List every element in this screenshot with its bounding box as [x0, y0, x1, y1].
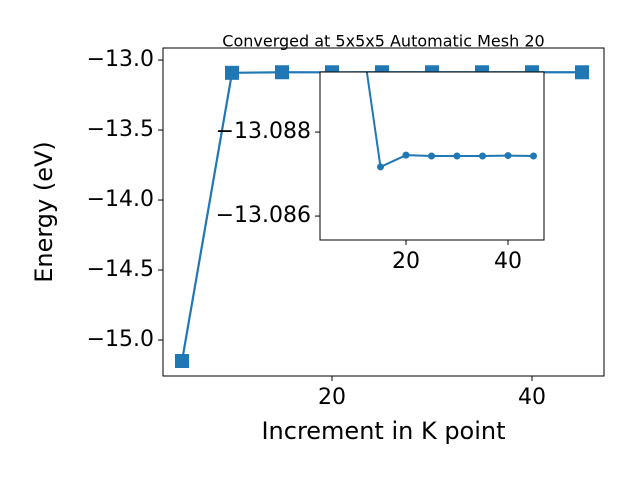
series-group — [365, 72, 537, 171]
marker — [453, 152, 461, 160]
x-tick-label: 40 — [494, 249, 522, 274]
marker — [529, 152, 537, 160]
marker — [175, 354, 189, 369]
marker — [575, 65, 589, 80]
y-tick-label: −13.0 — [87, 47, 154, 72]
y-tick-label: −13.5 — [87, 117, 154, 142]
x-axis-label: Increment in K point — [261, 417, 505, 445]
marker — [376, 163, 384, 171]
x-tick-label: 20 — [392, 249, 420, 274]
marker — [478, 152, 486, 160]
y-tick-label: −14.5 — [87, 257, 154, 282]
marker — [275, 65, 289, 80]
y-tick-label: −13.086 — [216, 203, 311, 228]
marker — [225, 65, 239, 80]
marker — [427, 152, 435, 160]
y-tick-label: −14.0 — [87, 187, 154, 212]
marker — [504, 152, 512, 160]
axes-frame — [162, 47, 605, 377]
x-tick-label: 40 — [518, 385, 546, 410]
x-tick-label: 20 — [318, 385, 346, 410]
marker — [402, 151, 410, 159]
y-axis-label: Energy (eV) — [30, 141, 58, 283]
y-tick-label: −13.088 — [216, 119, 311, 144]
axes-frame — [319, 71, 545, 241]
y-tick-label: −15.0 — [87, 327, 154, 352]
chart-title: Converged at 5x5x5 Automatic Mesh 20 — [222, 32, 544, 51]
